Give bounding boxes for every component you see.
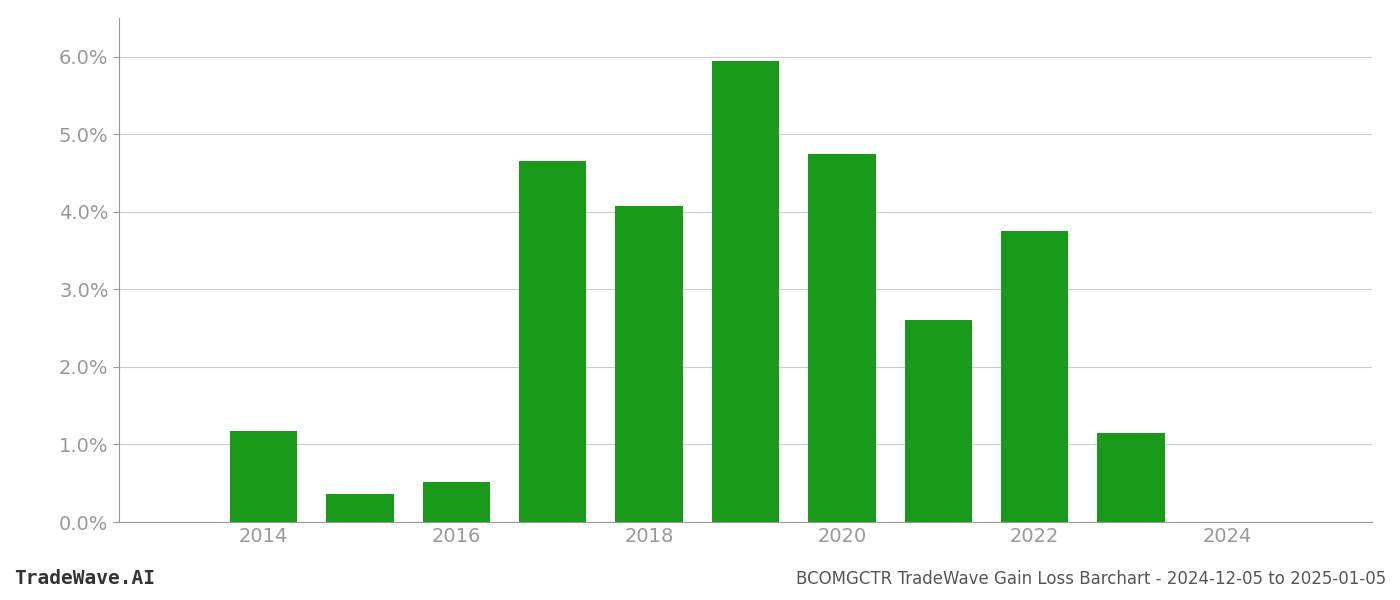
Text: BCOMGCTR TradeWave Gain Loss Barchart - 2024-12-05 to 2025-01-05: BCOMGCTR TradeWave Gain Loss Barchart - … [795,570,1386,588]
Bar [711,61,780,522]
Bar [519,161,587,522]
Text: TradeWave.AI: TradeWave.AI [14,569,155,588]
Bar [1001,231,1068,522]
Bar [616,206,683,522]
Bar [904,320,972,522]
Bar [326,494,393,522]
Bar [423,482,490,522]
Bar [1098,433,1165,522]
Bar [808,154,875,522]
Bar [230,431,297,522]
